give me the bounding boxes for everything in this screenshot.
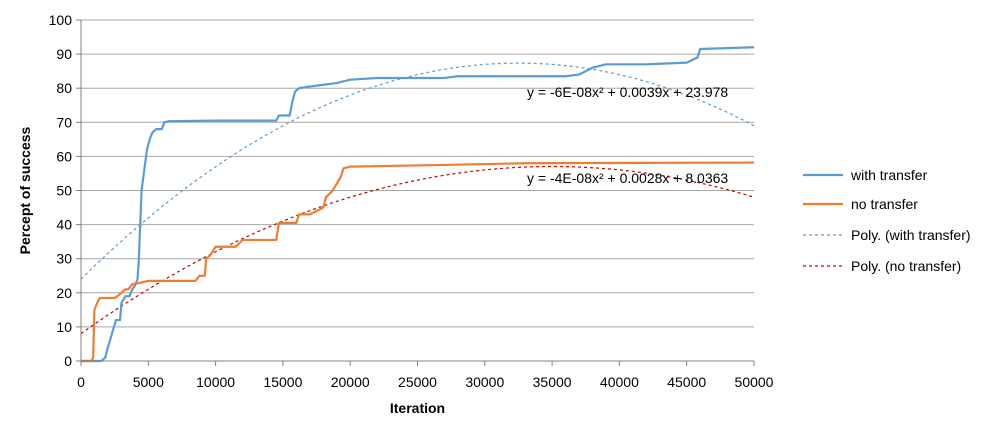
axes: [76, 19, 755, 366]
legend-label: no transfer: [851, 196, 918, 212]
y-tick-label: 10: [56, 319, 72, 335]
y-axis-title: Percept of success: [17, 126, 33, 254]
y-tick-label: 20: [56, 285, 72, 301]
x-axis-title: Iteration: [390, 400, 445, 416]
y-tick-label: 30: [56, 251, 72, 267]
y-tick-labels: 0 10 20 30 40 50 60 70 80 90 100: [49, 12, 73, 369]
legend: with transfer no transfer Poly. (with tran…: [803, 167, 971, 274]
x-tick-label: 25000: [398, 374, 437, 390]
gridlines: [81, 19, 754, 328]
legend-label: Poly. (with transfer): [851, 227, 971, 243]
x-tick-label: 5000: [133, 374, 164, 390]
y-tick-label: 100: [49, 12, 73, 28]
x-tick-label: 35000: [533, 374, 572, 390]
y-tick-label: 50: [56, 183, 72, 199]
trendline-poly-no-transfer: [80, 165, 755, 335]
legend-label: Poly. (no transfer): [851, 258, 961, 274]
y-tick-label: 80: [56, 80, 72, 96]
data-series: [81, 46, 755, 363]
x-tick-label: 20000: [331, 374, 370, 390]
trendline-poly-with-transfer: [80, 62, 755, 280]
series-line-with-transfer: [81, 46, 755, 363]
y-tick-label: 0: [64, 353, 72, 369]
y-tick-label: 40: [56, 217, 72, 233]
x-tick-label: 50000: [735, 374, 774, 390]
x-tick-label: 45000: [667, 374, 706, 390]
x-tick-label: 40000: [600, 374, 639, 390]
x-tick-label: 15000: [263, 374, 302, 390]
y-tick-label: 90: [56, 46, 72, 62]
x-tick-label: 0: [77, 374, 85, 390]
y-tick-label: 70: [56, 114, 72, 130]
series-line-no-transfer: [81, 161, 755, 363]
equation-label-no-transfer: y = -4E-08x² + 0.0028x + 8.0363: [527, 170, 728, 186]
legend-label: with transfer: [850, 167, 928, 183]
x-tick-label: 10000: [196, 374, 235, 390]
x-tick-labels: 0 5000 10000 15000 20000 25000 30000 35000 40000…: [77, 374, 774, 390]
y-tick-label: 60: [56, 148, 72, 164]
equation-label-with-transfer: y = -6E-08x² + 0.0039x + 23.978: [527, 84, 728, 100]
trendlines: [80, 62, 755, 335]
x-tick-label: 30000: [465, 374, 504, 390]
